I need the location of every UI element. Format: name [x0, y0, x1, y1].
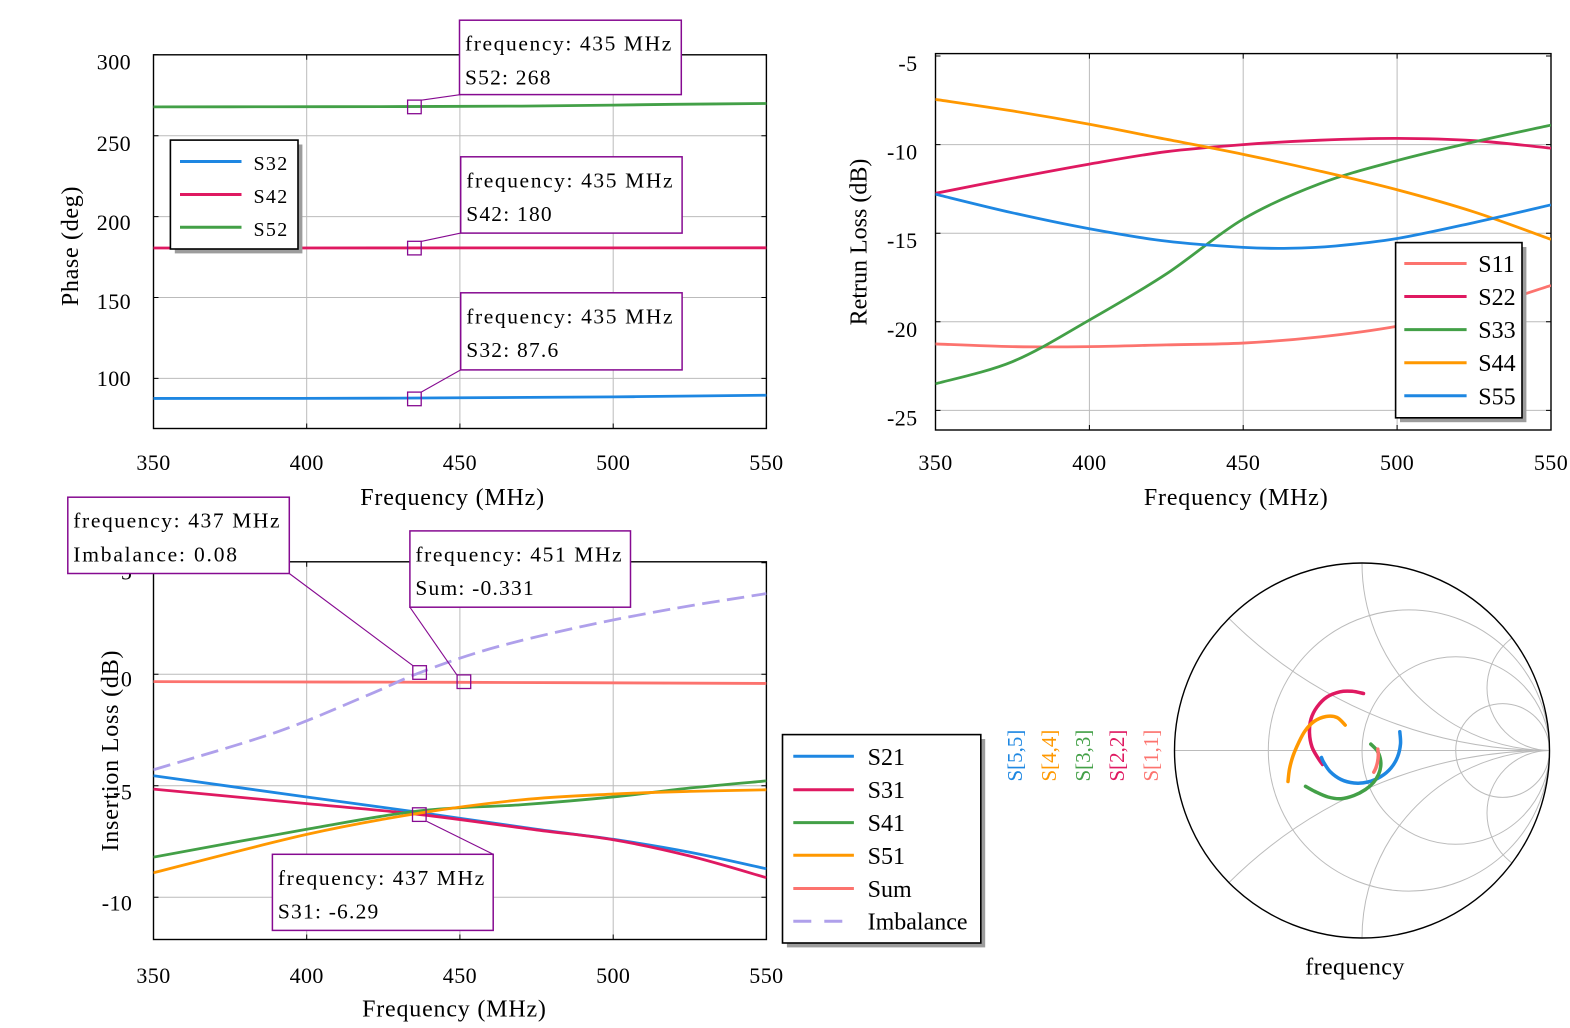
svg-text:S42: S42 — [254, 186, 289, 208]
svg-text:-25: -25 — [887, 405, 918, 430]
svg-text:500: 500 — [596, 450, 630, 475]
svg-text:400: 400 — [290, 450, 324, 475]
svg-text:450: 450 — [1226, 450, 1260, 475]
svg-text:frequency: 435 MHz: frequency: 435 MHz — [465, 32, 673, 56]
svg-text:Frequency (MHz): Frequency (MHz) — [362, 997, 547, 1023]
svg-text:200: 200 — [97, 210, 131, 235]
svg-text:350: 350 — [136, 963, 170, 988]
svg-text:S[2,2]: S[2,2] — [1105, 730, 1129, 782]
svg-text:-5: -5 — [113, 779, 132, 804]
svg-text:S31: S31 — [868, 778, 905, 804]
svg-text:0: 0 — [121, 666, 132, 691]
svg-text:550: 550 — [749, 963, 783, 988]
svg-text:S32: S32 — [254, 153, 289, 175]
svg-text:-10: -10 — [887, 140, 918, 165]
svg-text:150: 150 — [97, 289, 131, 314]
svg-text:450: 450 — [443, 963, 477, 988]
svg-text:450: 450 — [443, 450, 477, 475]
svg-text:S44: S44 — [1478, 351, 1515, 377]
svg-text:400: 400 — [1072, 450, 1106, 475]
svg-text:-10: -10 — [102, 891, 133, 916]
svg-text:-15: -15 — [887, 228, 918, 253]
svg-text:-5: -5 — [898, 51, 917, 76]
svg-text:Imbalance: 0.08: Imbalance: 0.08 — [73, 543, 239, 567]
svg-text:Frequency (MHz): Frequency (MHz) — [1144, 485, 1329, 511]
svg-text:S42: 180: S42: 180 — [466, 202, 553, 226]
svg-text:300: 300 — [97, 49, 131, 74]
svg-text:S[5,5]: S[5,5] — [1003, 730, 1027, 782]
svg-text:frequency: frequency — [1305, 955, 1405, 981]
svg-text:frequency: 435 MHz: frequency: 435 MHz — [466, 304, 674, 328]
svg-text:S[3,3]: S[3,3] — [1071, 730, 1095, 782]
svg-text:500: 500 — [596, 963, 630, 988]
svg-text:frequency: 435 MHz: frequency: 435 MHz — [466, 168, 674, 192]
svg-text:S51: S51 — [868, 844, 905, 870]
svg-text:100: 100 — [97, 366, 131, 391]
svg-text:S[1,1]: S[1,1] — [1139, 730, 1163, 782]
svg-text:550: 550 — [1534, 450, 1568, 475]
svg-text:Retrun Loss (dB): Retrun Loss (dB) — [847, 159, 873, 326]
svg-text:S33: S33 — [1478, 318, 1515, 344]
svg-text:frequency: 437 MHz: frequency: 437 MHz — [73, 509, 281, 533]
svg-text:S[4,4]: S[4,4] — [1037, 730, 1061, 782]
svg-text:Insertion Loss (dB): Insertion Loss (dB) — [98, 650, 124, 852]
svg-text:S52: S52 — [254, 219, 289, 241]
svg-text:Imbalance: Imbalance — [868, 910, 968, 936]
svg-text:S11: S11 — [1478, 252, 1514, 278]
svg-text:frequency: 437 MHz: frequency: 437 MHz — [278, 866, 486, 890]
svg-text:S31: -6.29: S31: -6.29 — [278, 900, 380, 924]
svg-text:350: 350 — [918, 450, 952, 475]
svg-text:S55: S55 — [1478, 384, 1515, 410]
svg-text:400: 400 — [290, 963, 324, 988]
svg-text:550: 550 — [749, 450, 783, 475]
svg-text:frequency: 451 MHz: frequency: 451 MHz — [415, 542, 623, 566]
svg-text:S32: 87.6: S32: 87.6 — [466, 338, 559, 362]
svg-text:Frequency (MHz): Frequency (MHz) — [360, 485, 545, 511]
svg-text:Sum: Sum — [868, 877, 912, 903]
svg-text:S22: S22 — [1478, 285, 1515, 311]
svg-text:500: 500 — [1380, 450, 1414, 475]
svg-text:S41: S41 — [868, 811, 905, 837]
svg-text:350: 350 — [136, 450, 170, 475]
svg-text:S52: 268: S52: 268 — [465, 66, 552, 90]
svg-text:Sum: -0.331: Sum: -0.331 — [415, 576, 535, 600]
svg-text:-20: -20 — [887, 317, 918, 342]
svg-text:S21: S21 — [868, 745, 905, 771]
svg-text:Phase (deg): Phase (deg) — [58, 186, 84, 306]
svg-text:250: 250 — [97, 131, 131, 156]
